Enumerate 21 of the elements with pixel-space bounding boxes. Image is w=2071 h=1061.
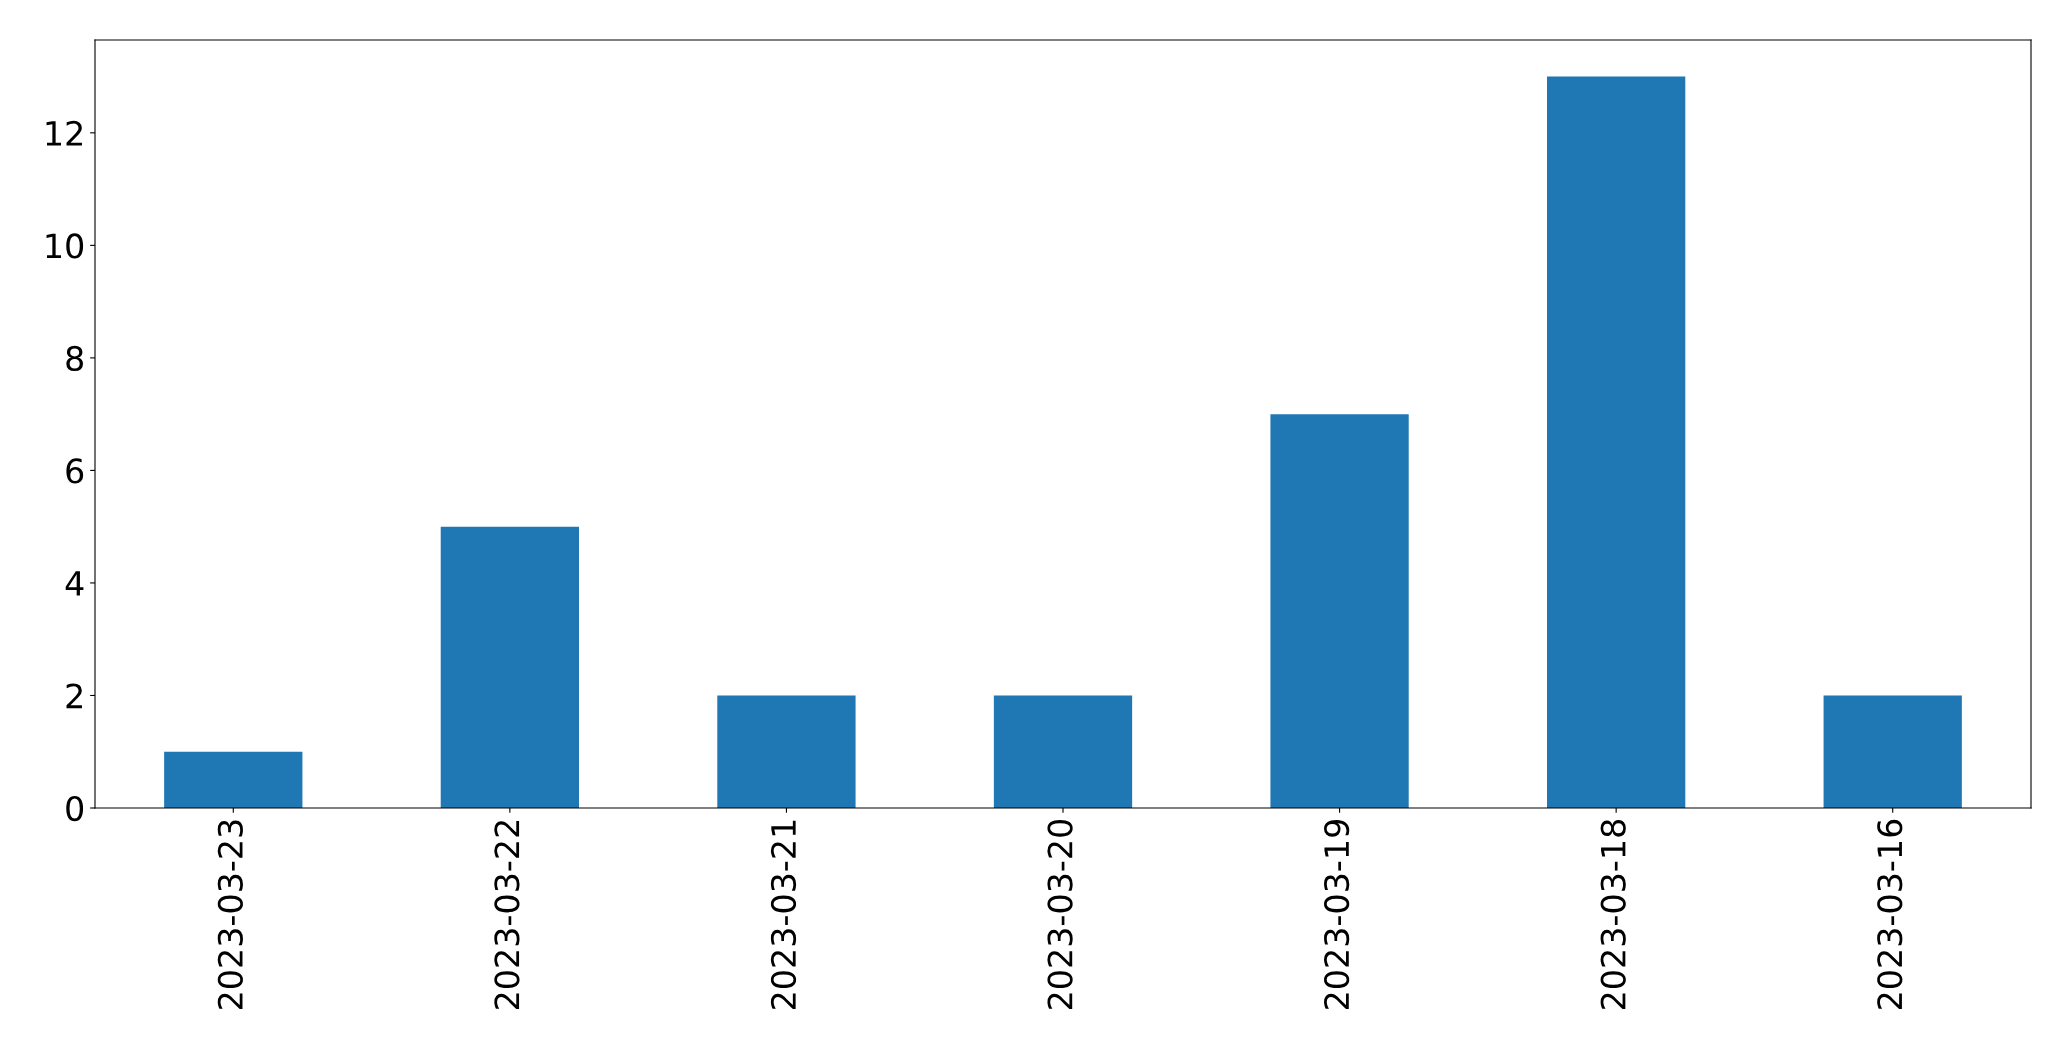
y-tick-label: 12 — [46, 120, 82, 146]
x-tick-label: 2023-03-22 — [494, 821, 520, 1009]
y-tick-label: 4 — [65, 571, 84, 596]
y-tick-label: 2 — [66, 683, 82, 709]
bar — [440, 526, 579, 808]
x-tick-label: 2023-03-19 — [1324, 820, 1350, 1009]
y-tick-label: 6 — [66, 458, 84, 484]
bar — [1270, 414, 1409, 808]
y-tick-label: 8 — [66, 345, 83, 372]
bar — [993, 695, 1133, 808]
bar — [1547, 76, 1686, 808]
x-tick-label: 2023-03-16 — [1877, 819, 1903, 1009]
x-tick-label: 2023-03-23 — [217, 820, 243, 1009]
x-tick-label: 2023-03-20 — [1047, 819, 1073, 1009]
x-tick-label: 2023-03-18 — [1600, 820, 1626, 1009]
bar — [164, 751, 303, 808]
bar — [1823, 695, 1962, 808]
y-tick-label: 10 — [46, 233, 84, 259]
bar — [717, 695, 856, 808]
y-tick-label: 0 — [66, 795, 84, 822]
x-tick-label: 2023-03-21 — [770, 820, 797, 1009]
